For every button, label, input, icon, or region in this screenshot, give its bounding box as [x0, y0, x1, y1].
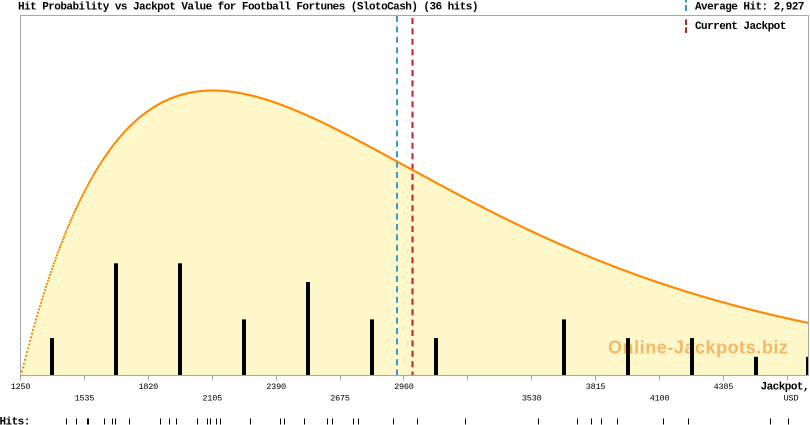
- svg-text:2960: 2960: [394, 382, 414, 392]
- svg-text:USD: USD: [784, 394, 799, 404]
- svg-text:2390: 2390: [266, 382, 286, 392]
- svg-text:3530: 3530: [522, 394, 542, 404]
- svg-text:Current Jackpot: Current Jackpot: [695, 21, 786, 33]
- svg-text:Hits:: Hits:: [0, 416, 30, 425]
- svg-text:Jackpot,: Jackpot,: [761, 382, 809, 394]
- svg-text:4385: 4385: [714, 382, 734, 392]
- svg-text:1535: 1535: [75, 394, 95, 404]
- svg-text:Average Hit: 2,927: Average Hit: 2,927: [695, 2, 804, 14]
- svg-text:1250: 1250: [11, 382, 31, 392]
- svg-text:Online-Jackpots.biz: Online-Jackpots.biz: [608, 338, 788, 358]
- svg-text:3815: 3815: [586, 382, 606, 392]
- svg-text:2675: 2675: [330, 394, 350, 404]
- svg-text:1820: 1820: [138, 382, 158, 392]
- svg-text:4100: 4100: [650, 394, 670, 404]
- svg-text:Hit Probability vs Jackpot Val: Hit Probability vs Jackpot Value for Foo…: [18, 2, 478, 14]
- svg-text:2105: 2105: [202, 394, 222, 404]
